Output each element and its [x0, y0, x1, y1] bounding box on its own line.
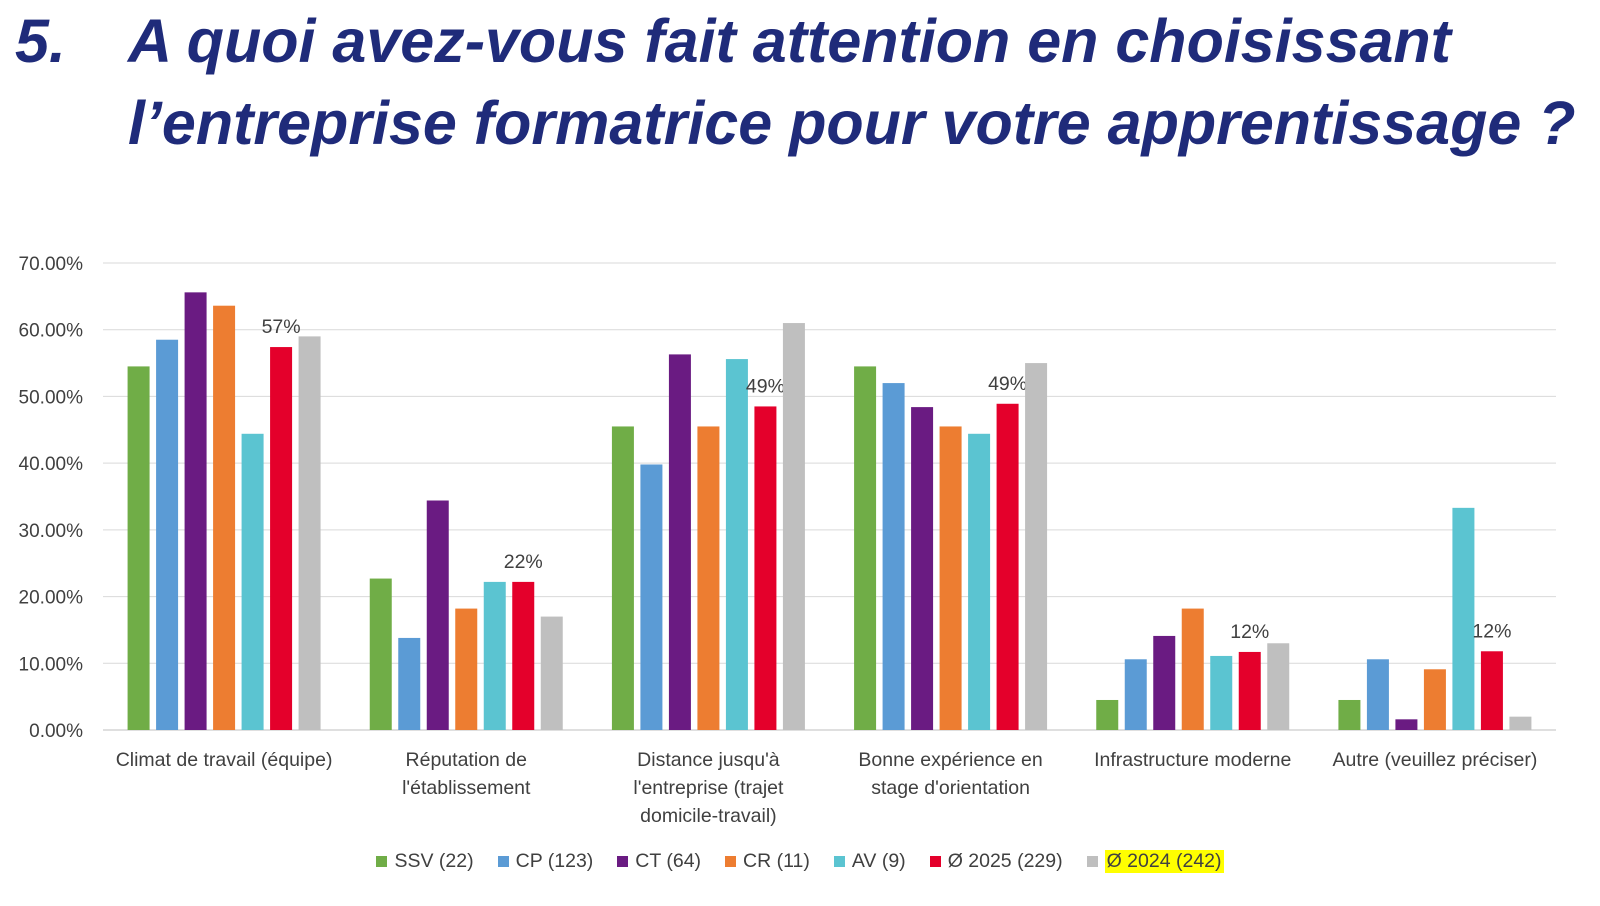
legend-swatch	[617, 855, 629, 867]
bar-cp-123	[1124, 659, 1147, 730]
bar-cr-11	[1181, 608, 1204, 730]
bar-av-9	[725, 359, 748, 730]
bar-2025-229	[996, 403, 1019, 730]
bar-ssv-22	[127, 366, 150, 730]
bar-cp-123	[882, 383, 905, 730]
legend-label: SSV (22)	[394, 849, 474, 872]
legend-swatch	[376, 855, 388, 867]
bar-cr-11	[455, 608, 478, 730]
legend-item: CT (64)	[617, 850, 701, 873]
legend-swatch	[497, 855, 509, 867]
bar-ssv-22	[1096, 699, 1119, 730]
legend-label: CR (11)	[743, 849, 810, 872]
legend-item: SSV (22)	[376, 849, 474, 873]
bar-2025-229	[1480, 651, 1503, 730]
bar-av-9	[1452, 507, 1475, 730]
bar-ct-64	[184, 292, 207, 730]
legend-swatch	[929, 855, 941, 867]
y-tick-label: 10.00%	[19, 654, 84, 675]
bar-2025-229	[270, 347, 293, 730]
legend-label: CP (123)	[515, 849, 594, 872]
legend-item: CR (11)	[725, 850, 810, 873]
y-tick-label: 50.00%	[19, 387, 84, 408]
bar-2025-229	[754, 406, 777, 730]
bar-2025-229	[1238, 651, 1261, 730]
data-label: 57%	[262, 316, 301, 338]
data-label: 22%	[504, 551, 543, 573]
category-label: Autre (veuillez préciser)	[1333, 749, 1538, 771]
y-tick-label: 70.00%	[19, 254, 84, 275]
question-number: 5.	[15, 7, 66, 75]
data-label: 12%	[1472, 620, 1511, 642]
y-tick-label: 40.00%	[19, 454, 84, 475]
bar-2024-242	[1025, 363, 1048, 730]
bar-ssv-22	[854, 366, 877, 730]
data-label: 49%	[746, 375, 785, 397]
legend-swatch	[1086, 855, 1098, 867]
bar-ssv-22	[1338, 699, 1361, 730]
bar-2024-242	[1509, 716, 1532, 730]
legend-item: Ø 2024 (242)	[1086, 849, 1224, 873]
bar-av-9	[241, 433, 264, 730]
bar-cp-123	[156, 339, 179, 730]
bar-cr-11	[697, 426, 720, 730]
bar-2024-242	[298, 336, 321, 730]
data-label: 12%	[1230, 621, 1269, 643]
bar-cp-123	[640, 464, 663, 730]
bar-ct-64	[426, 500, 449, 730]
legend-swatch	[833, 855, 845, 867]
bar-cr-11	[939, 426, 962, 730]
bar-2025-229	[512, 581, 535, 730]
bar-cp-123	[1366, 659, 1389, 730]
slide-title: 5. A quoi avez-vous fait attention en ch…	[15, 0, 1595, 164]
category-label: Réputation de l'établissement	[402, 749, 531, 799]
question-text: A quoi avez-vous fait attention en chois…	[128, 7, 1576, 157]
y-tick-label: 30.00%	[19, 521, 84, 542]
category-label: Bonne expérience en stage d'orientation	[858, 749, 1042, 799]
legend-label: Ø 2025 (229)	[947, 849, 1063, 872]
legend-label: CT (64)	[635, 849, 702, 872]
legend-item: Ø 2025 (229)	[929, 849, 1063, 873]
bar-ssv-22	[611, 426, 634, 730]
y-tick-label: 60.00%	[19, 321, 84, 342]
category-label: Distance jusqu'à l'entreprise (trajet domi…	[633, 749, 784, 827]
data-label: 49%	[988, 373, 1027, 395]
bar-ct-64	[668, 354, 691, 730]
legend-label: AV (9)	[851, 849, 906, 872]
bar-av-9	[483, 581, 506, 730]
legend-item: CP (123)	[497, 849, 594, 873]
chart-legend: SSV (22) CP (123) CT (64) CR (11) AV (9) Ø 20…	[0, 846, 1600, 876]
y-tick-label: 0.00%	[29, 721, 83, 742]
bar-ssv-22	[369, 578, 392, 730]
legend-item: AV (9)	[833, 849, 906, 873]
bar-chart: 0.00% 10.00% 20.00% 30.00% 40.00% 50.00% 60.00…	[0, 240, 1600, 906]
bar-cr-11	[213, 305, 236, 730]
bar-av-9	[968, 433, 991, 730]
bar-2024-242	[782, 323, 805, 730]
bar-cp-123	[398, 637, 421, 730]
legend-label: Ø 2024 (242)	[1104, 849, 1224, 873]
y-tick-label: 20.00%	[19, 588, 84, 609]
bar-av-9	[1210, 655, 1233, 730]
bar-ct-64	[911, 407, 934, 730]
chart-canvas: 0.00% 10.00% 20.00% 30.00% 40.00% 50.00% 60.00…	[19, 254, 1556, 827]
bar-ct-64	[1153, 635, 1176, 730]
category-label: Infrastructure moderne	[1094, 749, 1291, 771]
bar-2024-242	[1267, 643, 1290, 730]
category-label: Climat de travail (équipe)	[116, 749, 333, 771]
bar-cr-11	[1423, 669, 1446, 730]
legend-swatch	[725, 855, 737, 867]
bar-ct-64	[1395, 719, 1418, 730]
bar-2024-242	[540, 616, 563, 730]
